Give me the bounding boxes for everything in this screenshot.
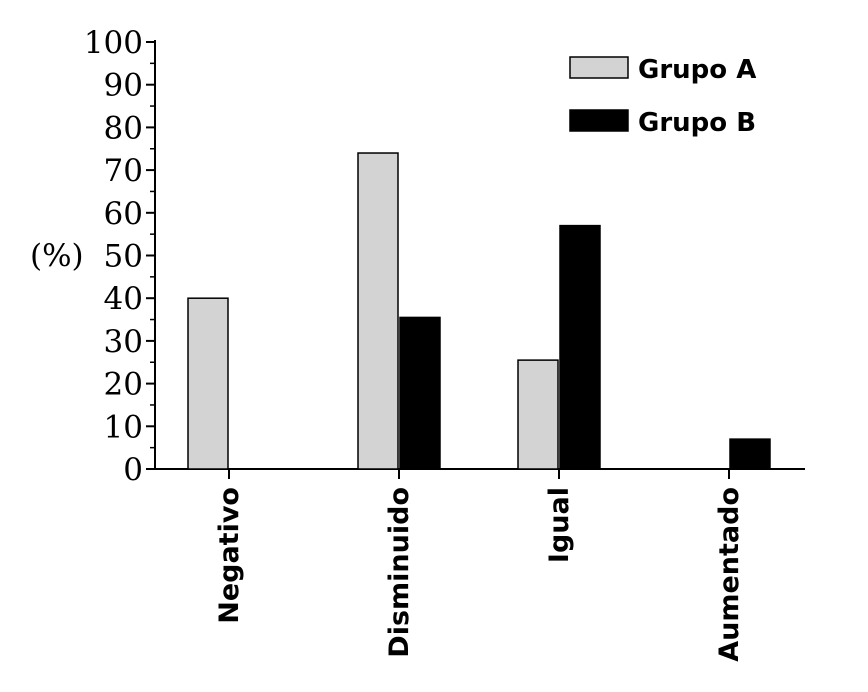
bar-grupo-a-igual (517, 359, 559, 470)
legend-label-grupo-a: Grupo A (638, 55, 756, 85)
y-tick-label: 80 (104, 110, 143, 146)
bar-grupo-b-igual (559, 224, 601, 470)
bar-grupo-b-disminuido (399, 316, 441, 470)
category-label-disminuido: Disminuido (384, 487, 415, 658)
bar-grupo-a-negativo (187, 297, 229, 470)
bar-grupo-a-disminuido (357, 152, 399, 470)
y-tick-label: 50 (104, 239, 143, 275)
legend-swatch-grupo-b (569, 109, 629, 132)
y-tick-label: 40 (104, 281, 143, 317)
legend-label-grupo-b: Grupo B (638, 108, 756, 138)
y-tick-label: 20 (104, 367, 143, 403)
axes: 0 10 20 30 40 50 60 70 80 90 100 (84, 25, 805, 488)
y-tick-label: 10 (104, 409, 143, 445)
legend-swatch-grupo-a (569, 56, 629, 79)
y-tick-label: 0 (123, 452, 143, 488)
legend: Grupo A Grupo B (569, 55, 756, 138)
category-label-aumentado: Aumentado (714, 487, 745, 662)
category-label-igual: Igual (544, 487, 575, 563)
y-tick-label: 90 (104, 68, 143, 104)
bar-grupo-b-aumentado (729, 438, 771, 470)
bars (187, 152, 771, 470)
y-tick-label: 30 (104, 324, 143, 360)
y-tick-label: 70 (104, 153, 143, 189)
y-tick-label: 60 (104, 196, 143, 232)
y-axis-label: (%) (30, 238, 84, 274)
category-label-negativo: Negativo (214, 487, 245, 624)
y-tick-label: 100 (84, 25, 143, 61)
category-labels: Negativo Disminuido Igual Aumentado (214, 469, 745, 662)
